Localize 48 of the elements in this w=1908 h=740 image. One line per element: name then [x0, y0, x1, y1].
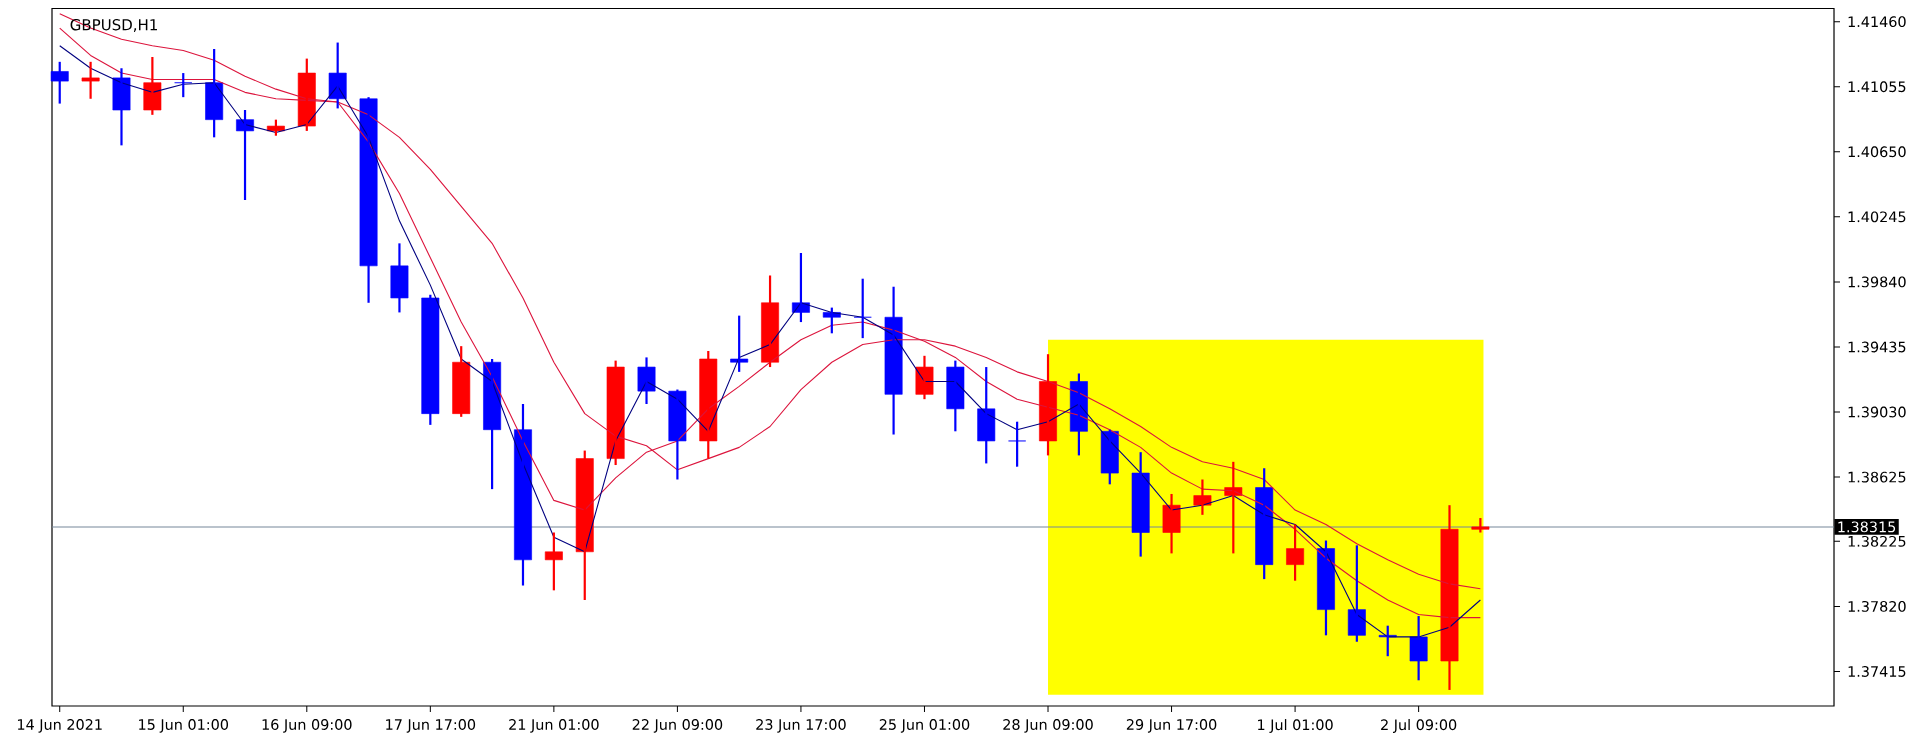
candlestick: [1008, 420, 1027, 468]
candlestick: [390, 242, 409, 314]
candlestick: [730, 314, 749, 373]
candlestick: [699, 349, 718, 460]
candlestick: [143, 55, 162, 116]
candlestick: [544, 531, 563, 592]
candlestick: [606, 359, 625, 467]
x-tick-label: 2 Jul 09:00: [1381, 719, 1457, 733]
x-tick-label: 28 Jun 09:00: [1003, 719, 1093, 733]
y-tick-label: 1.40245: [1848, 211, 1906, 223]
candlestick: [421, 293, 440, 426]
candlestick: [50, 60, 69, 105]
candlestick: [452, 345, 471, 418]
candlestick: [1409, 614, 1428, 682]
y-tick-label: 1.40650: [1848, 146, 1906, 158]
candlestick: [328, 41, 347, 110]
y-tick-label: 1.39030: [1848, 406, 1906, 418]
candlestick: [297, 57, 316, 132]
candlestick: [1131, 451, 1150, 558]
y-tick-label: 1.39840: [1848, 276, 1906, 288]
y-tick-label: 1.41460: [1848, 16, 1906, 28]
candlestick: [266, 118, 285, 137]
x-tick-label: 21 Jun 01:00: [509, 719, 599, 733]
x-tick-label: 25 Jun 01:00: [879, 719, 970, 733]
x-tick-label: 23 Jun 17:00: [756, 719, 846, 733]
candlestick: [575, 449, 594, 602]
y-tick-label: 1.41055: [1848, 81, 1906, 93]
x-tick-label: 16 Jun 09:00: [262, 719, 352, 733]
x-tick-label: 29 Jun 17:00: [1126, 719, 1217, 733]
candlestick: [853, 277, 872, 340]
x-tick-label: 15 Jun 01:00: [139, 719, 229, 733]
candlestick: [1100, 428, 1119, 486]
y-tick-label: 1.38625: [1848, 471, 1906, 483]
y-tick-label: 1.37415: [1848, 666, 1906, 677]
y-tick-label: 1.38225: [1848, 535, 1906, 547]
candlestick: [977, 365, 996, 465]
x-tick-label: 14 Jun 2021: [17, 719, 102, 733]
x-tick-label: 17 Jun 17:00: [386, 719, 476, 733]
ref-line-label: 1.38315: [1838, 521, 1896, 533]
candlestick: [1286, 523, 1305, 582]
x-tick-label: 22 Jun 09:00: [632, 719, 723, 733]
x-tick-label: 1 Jul 01:00: [1258, 719, 1333, 733]
candlestick: [946, 359, 965, 433]
y-tick-label: 1.39435: [1848, 341, 1906, 353]
y-tick-label: 1.37820: [1848, 600, 1906, 612]
candlestick: [81, 60, 100, 100]
candlestick: [1471, 516, 1490, 534]
candlestick: [174, 71, 193, 99]
